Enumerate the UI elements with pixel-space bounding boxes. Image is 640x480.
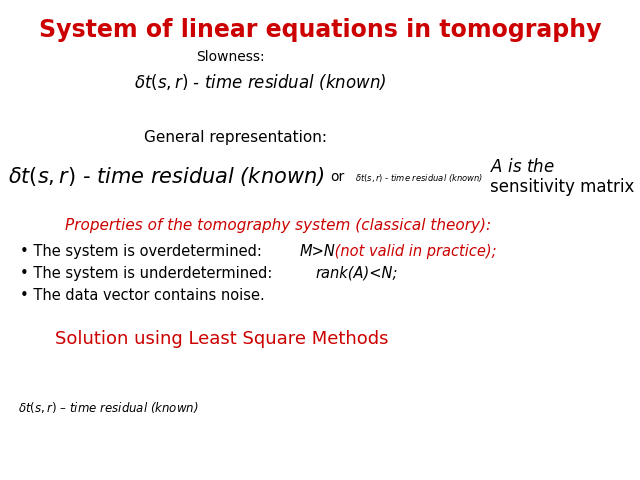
Text: General representation:: General representation: xyxy=(143,130,326,145)
Text: $\delta t(s,r)$ – time residual (known): $\delta t(s,r)$ – time residual (known) xyxy=(18,400,198,415)
Text: • The system is overdetermined:: • The system is overdetermined: xyxy=(20,244,266,259)
Text: sensitivity matrix: sensitivity matrix xyxy=(490,178,634,196)
Text: Slowness:: Slowness: xyxy=(196,50,264,64)
Text: $A$ is the: $A$ is the xyxy=(490,158,555,176)
Text: Properties of the tomography system (classical theory):: Properties of the tomography system (cla… xyxy=(65,218,491,233)
Text: • The data vector contains noise.: • The data vector contains noise. xyxy=(20,288,265,303)
Text: (not valid in practice);: (not valid in practice); xyxy=(330,244,497,259)
Text: M>N: M>N xyxy=(300,244,336,259)
Text: Solution using Least Square Methods: Solution using Least Square Methods xyxy=(55,330,388,348)
Text: System of linear equations in tomography: System of linear equations in tomography xyxy=(39,18,601,42)
Text: $\delta t(s,r)$ - time residual (known): $\delta t(s,r)$ - time residual (known) xyxy=(8,165,324,188)
Text: • The system is underdetermined:: • The system is underdetermined: xyxy=(20,266,277,281)
Text: $\delta t(s,r)$ - time residual (known): $\delta t(s,r)$ - time residual (known) xyxy=(355,172,483,184)
Text: or: or xyxy=(330,170,344,184)
Text: $\delta t(s,r)$ - time residual (known): $\delta t(s,r)$ - time residual (known) xyxy=(134,72,386,92)
Text: rank(A)<N;: rank(A)<N; xyxy=(315,266,397,281)
